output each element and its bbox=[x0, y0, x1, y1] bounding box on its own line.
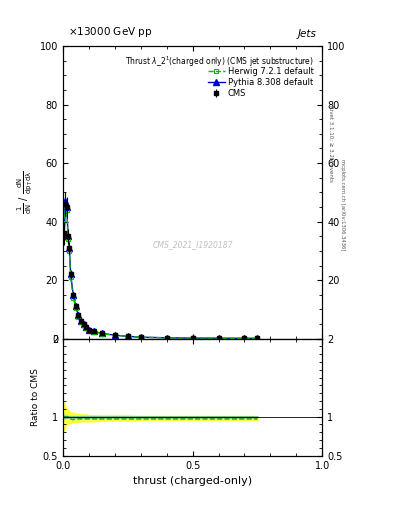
Herwig 7.2.1 default bbox=[216, 335, 221, 342]
Herwig 7.2.1 default bbox=[79, 318, 83, 325]
Pythia 8.308 default bbox=[92, 328, 96, 334]
Text: Thrust $\lambda\_2^1$(charged only) (CMS jet substructure): Thrust $\lambda\_2^1$(charged only) (CMS… bbox=[125, 55, 314, 69]
Legend: Herwig 7.2.1 default, Pythia 8.308 default, CMS: Herwig 7.2.1 default, Pythia 8.308 defau… bbox=[206, 65, 316, 99]
Herwig 7.2.1 default bbox=[164, 335, 169, 341]
Herwig 7.2.1 default bbox=[125, 333, 130, 339]
Pythia 8.308 default bbox=[99, 330, 104, 336]
Herwig 7.2.1 default bbox=[67, 248, 72, 254]
Pythia 8.308 default bbox=[164, 335, 169, 341]
Herwig 7.2.1 default bbox=[73, 305, 78, 311]
Pythia 8.308 default bbox=[63, 198, 68, 204]
Text: Jets: Jets bbox=[298, 29, 317, 39]
Pythia 8.308 default bbox=[64, 204, 69, 210]
Herwig 7.2.1 default bbox=[112, 332, 117, 338]
Pythia 8.308 default bbox=[112, 332, 117, 338]
Pythia 8.308 default bbox=[86, 327, 91, 333]
Herwig 7.2.1 default bbox=[84, 325, 88, 331]
Pythia 8.308 default bbox=[138, 334, 143, 340]
Pythia 8.308 default bbox=[242, 335, 247, 342]
Text: mcplots.cern.ch [arXiv:1306.3436]: mcplots.cern.ch [arXiv:1306.3436] bbox=[340, 159, 345, 250]
Herwig 7.2.1 default bbox=[138, 334, 143, 340]
Pythia 8.308 default bbox=[125, 333, 130, 339]
Pythia 8.308 default bbox=[76, 312, 81, 318]
Text: $\times$13000 GeV pp: $\times$13000 GeV pp bbox=[68, 25, 152, 39]
Pythia 8.308 default bbox=[66, 233, 70, 239]
Herwig 7.2.1 default bbox=[86, 327, 91, 333]
Herwig 7.2.1 default bbox=[66, 236, 70, 242]
Line: Pythia 8.308 default: Pythia 8.308 default bbox=[61, 198, 260, 341]
Pythia 8.308 default bbox=[67, 245, 72, 251]
Pythia 8.308 default bbox=[84, 324, 88, 330]
Pythia 8.308 default bbox=[71, 292, 75, 298]
Pythia 8.308 default bbox=[73, 304, 78, 310]
Herwig 7.2.1 default bbox=[81, 322, 86, 328]
Herwig 7.2.1 default bbox=[190, 335, 195, 341]
Pythia 8.308 default bbox=[216, 335, 221, 342]
Herwig 7.2.1 default bbox=[71, 294, 75, 301]
Pythia 8.308 default bbox=[79, 318, 83, 324]
Text: Rivet 3.1.10; ≥ 3.2M events: Rivet 3.1.10; ≥ 3.2M events bbox=[328, 105, 333, 182]
Herwig 7.2.1 default bbox=[76, 314, 81, 320]
Pythia 8.308 default bbox=[81, 321, 86, 327]
Pythia 8.308 default bbox=[190, 335, 195, 341]
Herwig 7.2.1 default bbox=[62, 230, 66, 237]
Y-axis label: Ratio to CMS: Ratio to CMS bbox=[31, 368, 40, 426]
Pythia 8.308 default bbox=[62, 233, 66, 239]
X-axis label: thrust (charged-only): thrust (charged-only) bbox=[133, 476, 252, 486]
Herwig 7.2.1 default bbox=[255, 335, 260, 342]
Pythia 8.308 default bbox=[68, 271, 73, 278]
Pythia 8.308 default bbox=[255, 335, 260, 342]
Y-axis label: $\mathregular{\frac{1}{\mathrm{d}N}\ /\ \frac{\mathrm{d}N}{\mathrm{d}p_{T}\,\mat: $\mathregular{\frac{1}{\mathrm{d}N}\ /\ … bbox=[16, 170, 35, 214]
Herwig 7.2.1 default bbox=[242, 335, 247, 342]
Herwig 7.2.1 default bbox=[63, 201, 68, 207]
Herwig 7.2.1 default bbox=[68, 274, 73, 280]
Text: CMS_2021_I1920187: CMS_2021_I1920187 bbox=[152, 241, 233, 249]
Herwig 7.2.1 default bbox=[99, 331, 104, 337]
Herwig 7.2.1 default bbox=[92, 329, 96, 335]
Line: Herwig 7.2.1 default: Herwig 7.2.1 default bbox=[62, 202, 260, 341]
Herwig 7.2.1 default bbox=[64, 207, 69, 213]
